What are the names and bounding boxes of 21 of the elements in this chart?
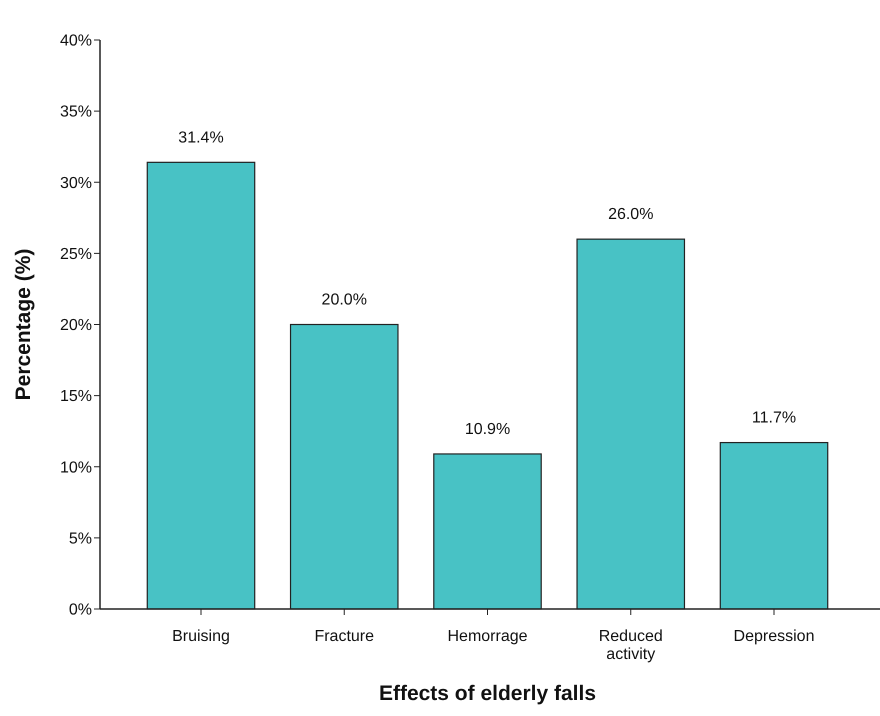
y-tick-label: 20%	[60, 317, 92, 334]
x-tick-label: Depression	[734, 628, 814, 645]
data-label: 31.4%	[178, 129, 224, 146]
y-axis-title: Percentage (%)	[12, 248, 35, 400]
x-tick-label: Reduced activity	[598, 628, 663, 663]
x-axis-title: Effects of elderly falls	[378, 682, 596, 705]
y-tick-label: 35%	[60, 104, 92, 121]
y-tick-label: 30%	[60, 174, 92, 192]
data-label: 10.9%	[464, 420, 510, 438]
data-label: 26.0%	[608, 206, 654, 224]
y-tick-label: 10%	[60, 459, 92, 476]
y-tick-label: 0%	[68, 602, 92, 619]
x-tick-label: Bruising	[172, 628, 230, 645]
data-label: 20.0%	[322, 292, 367, 308]
y-tick-label: 25%	[60, 246, 92, 263]
data-label: 11.7%	[752, 410, 796, 427]
x-tick-label: Hemorrage	[447, 628, 528, 645]
x-tick-label: Fracture	[314, 628, 374, 645]
y-tick-label: 15%	[60, 388, 92, 406]
y-tick-label: 5%	[68, 530, 92, 548]
y-tick-label: 40%	[60, 32, 92, 50]
